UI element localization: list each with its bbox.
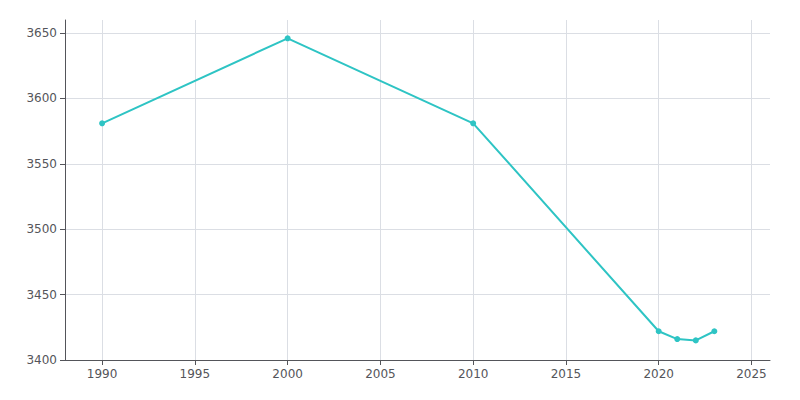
svg-text:2010: 2010 [458, 367, 489, 381]
svg-text:3600: 3600 [26, 91, 57, 105]
svg-text:2000: 2000 [272, 367, 303, 381]
svg-text:2015: 2015 [551, 367, 582, 381]
svg-text:1995: 1995 [180, 367, 211, 381]
svg-text:2020: 2020 [643, 367, 674, 381]
svg-text:3650: 3650 [26, 26, 57, 40]
svg-text:3400: 3400 [26, 353, 57, 367]
svg-text:2025: 2025 [736, 367, 767, 381]
svg-text:3550: 3550 [26, 157, 57, 171]
svg-text:1990: 1990 [87, 367, 118, 381]
svg-text:2005: 2005 [365, 367, 396, 381]
svg-text:3500: 3500 [26, 222, 57, 236]
svg-text:3450: 3450 [26, 288, 57, 302]
